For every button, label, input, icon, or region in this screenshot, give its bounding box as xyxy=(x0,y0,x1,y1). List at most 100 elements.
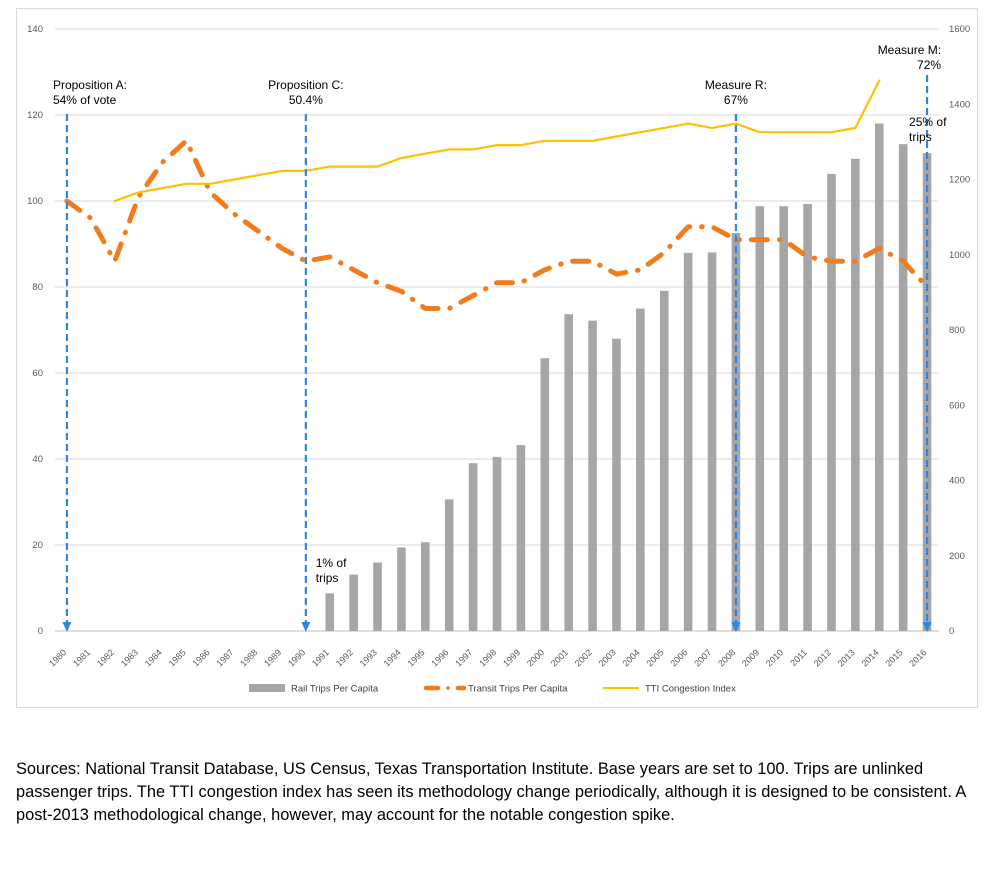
x-tick-label: 1984 xyxy=(143,647,164,668)
line-tti-congestion xyxy=(113,79,881,203)
sources-note: Sources: National Transit Database, US C… xyxy=(16,760,966,824)
x-tick-label: 1995 xyxy=(406,647,427,668)
x-tick-label: 2011 xyxy=(788,647,809,668)
y-right-tick-label: 1600 xyxy=(949,24,970,35)
annotation-measure-r: Measure R: xyxy=(705,78,767,92)
bar-rail-trips xyxy=(683,252,693,631)
bar-rail-trips xyxy=(612,338,621,631)
x-tick-label: 2016 xyxy=(907,647,928,668)
y-left-tick-label: 100 xyxy=(27,196,43,207)
x-tick-label: 2004 xyxy=(621,647,642,668)
x-tick-label: 1992 xyxy=(334,647,355,668)
annotation-measure-r: 67% xyxy=(724,93,748,107)
bar-rail-trips xyxy=(636,308,645,631)
combo-chart: 0 20 40 60 80 100 120 140 0 200 400 600 800 1000 1200 1… xyxy=(27,24,970,695)
bar-rail-trips xyxy=(444,499,454,631)
bar-rail-trips xyxy=(492,456,502,631)
annotation-one-pct: trips xyxy=(316,571,339,585)
legend-label: Rail Trips Per Capita xyxy=(291,684,379,695)
x-tick-label: 2001 xyxy=(549,647,570,668)
chart-frame: 0 20 40 60 80 100 120 140 0 200 400 600 800 1000 1200 1… xyxy=(16,8,978,708)
y-right-tick-label: 0 xyxy=(949,626,954,637)
annotation-prop-c: 50.4% xyxy=(289,93,323,107)
x-tick-label: 1986 xyxy=(190,647,211,668)
x-tick-label: 1982 xyxy=(95,647,116,668)
bar-rail-trips xyxy=(540,358,550,631)
y-left-tick-label: 140 xyxy=(27,24,43,35)
legend-swatch-rail-trips xyxy=(249,684,285,692)
x-tick-label: 1993 xyxy=(358,647,379,668)
x-tick-label: 1998 xyxy=(477,647,498,668)
x-tick-label: 2014 xyxy=(859,647,880,668)
y-left-tick-label: 0 xyxy=(38,626,43,637)
x-tick-label: 2009 xyxy=(740,647,761,668)
arrow-proposition-c-head xyxy=(301,622,311,632)
x-tick-label: 1997 xyxy=(453,647,474,668)
y-right-tick-label: 600 xyxy=(949,400,965,411)
annotation-measure-m: Measure M: xyxy=(878,43,941,57)
x-tick-label: 2002 xyxy=(573,647,594,668)
legend-label: TTI Congestion Index xyxy=(645,684,736,695)
x-tick-label: 2013 xyxy=(836,647,857,668)
y-right-tick-label: 400 xyxy=(949,476,965,487)
x-tick-label: 1990 xyxy=(286,647,307,668)
line-transit-trips xyxy=(64,138,930,311)
annotation-twentyfive-pct: 25% of xyxy=(909,115,947,129)
x-tick-label: 1980 xyxy=(47,647,68,668)
bar-rail-trips xyxy=(731,232,741,632)
x-tick-label: 2003 xyxy=(597,647,618,668)
y-left-tick-label: 60 xyxy=(32,368,43,379)
bar-rail-trips xyxy=(468,463,478,631)
x-tick-label: 2000 xyxy=(525,647,546,668)
bar-rail-trips xyxy=(564,314,573,631)
x-tick-label: 1996 xyxy=(429,647,450,668)
x-tick-label: 1985 xyxy=(167,647,188,668)
y-left-tick-label: 20 xyxy=(32,540,43,551)
y-right-tick-label: 1000 xyxy=(949,250,970,261)
bar-rail-trips xyxy=(397,547,406,631)
bar-rail-trips xyxy=(349,574,358,631)
legend-swatch-transit-dot xyxy=(446,686,450,690)
annotation-prop-c: Proposition C: xyxy=(268,78,343,92)
annotation-measure-m: 72% xyxy=(917,58,941,72)
bar-rail-trips xyxy=(588,320,597,631)
annotation-twentyfive-pct: trips xyxy=(909,130,932,144)
annotation-one-pct: 1% of xyxy=(316,556,347,570)
y-right-tick-label: 200 xyxy=(949,551,965,562)
x-tick-label: 1987 xyxy=(214,647,235,668)
bar-rail-trips xyxy=(898,144,908,631)
x-tick-label: 1999 xyxy=(501,647,522,668)
x-tick-label: 2006 xyxy=(668,647,689,668)
bar-rail-trips xyxy=(755,206,765,631)
bar-rail-trips xyxy=(827,173,836,631)
bar-rail-trips xyxy=(659,290,669,631)
bar-rail-trips xyxy=(421,542,430,631)
bar-rail-trips xyxy=(922,153,932,631)
x-tick-label: 1991 xyxy=(310,647,331,668)
x-tick-label: 2010 xyxy=(764,647,785,668)
arrow-proposition-a-head xyxy=(62,622,72,632)
bar-rail-trips xyxy=(779,206,789,631)
y-left-tick-label: 80 xyxy=(32,282,43,293)
annotation-prop-a: 54% of vote xyxy=(53,93,117,107)
x-tick-label: 1981 xyxy=(71,647,92,668)
x-tick-label: 2005 xyxy=(644,647,665,668)
bar-rail-trips xyxy=(325,593,335,631)
y-right-tick-label: 800 xyxy=(949,325,965,336)
legend-label: Transit Trips Per Capita xyxy=(468,684,568,695)
bar-rail-trips xyxy=(803,203,812,632)
y-right-tick-label: 1200 xyxy=(949,175,970,186)
arrow-measure-m-head xyxy=(922,622,932,632)
x-tick-label: 1994 xyxy=(382,647,403,668)
arrow-measure-r-head xyxy=(731,622,741,632)
bar-rail-trips xyxy=(874,123,884,631)
bar-rail-trips xyxy=(851,158,860,631)
y-left-tick-label: 40 xyxy=(32,454,43,465)
y-left-tick-label: 120 xyxy=(27,110,43,121)
bar-rail-trips xyxy=(373,562,382,631)
x-tick-label: 2012 xyxy=(812,647,833,668)
x-tick-label: 1983 xyxy=(119,647,140,668)
bar-rail-trips xyxy=(707,252,717,631)
x-tick-label: 2008 xyxy=(716,647,737,668)
x-tick-label: 1989 xyxy=(262,647,283,668)
